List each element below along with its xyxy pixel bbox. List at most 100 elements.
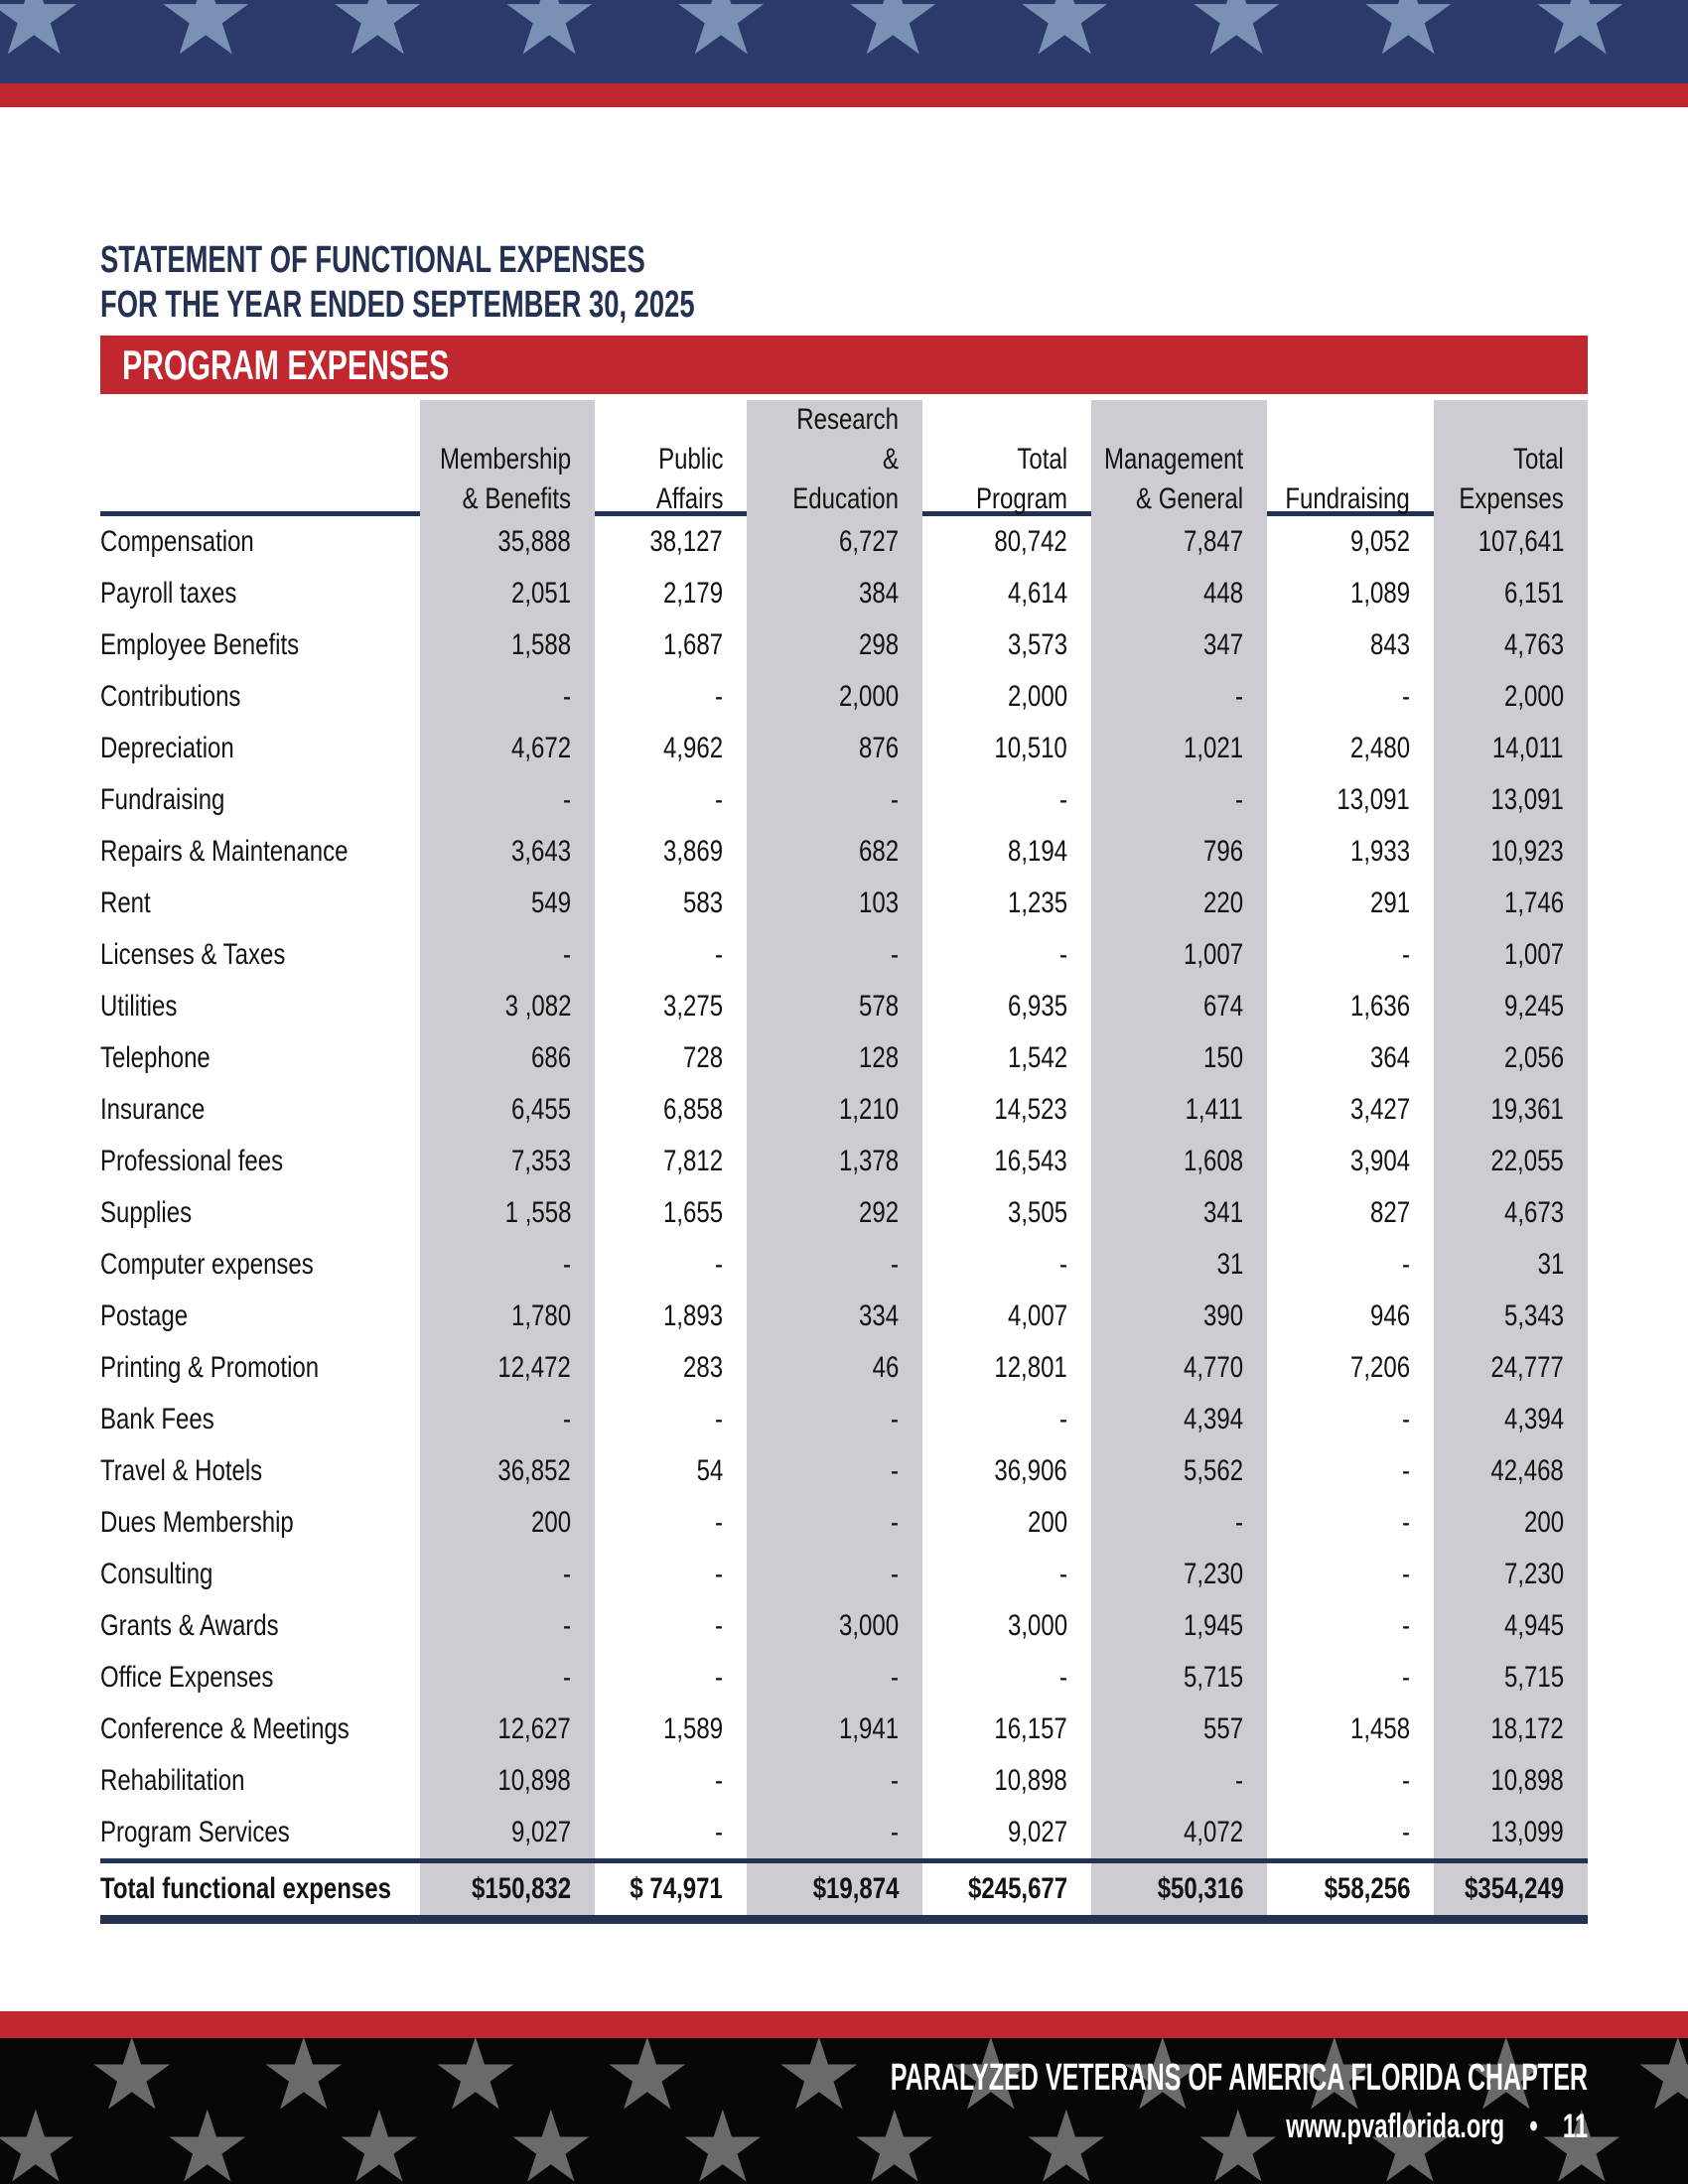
cell-value: - bbox=[420, 1394, 595, 1445]
cell-value: 13,099 bbox=[1434, 1807, 1588, 1858]
cell-value: 6,858 bbox=[595, 1084, 747, 1136]
cell-value-text: 1,608 bbox=[1184, 1145, 1243, 1178]
star-icon: ★ bbox=[1530, 0, 1629, 71]
cell-value: 31 bbox=[1434, 1239, 1588, 1291]
cell-value: 107,641 bbox=[1434, 516, 1588, 568]
star-icon: ★ bbox=[671, 0, 771, 71]
column-header-text: Research & Education bbox=[777, 400, 899, 519]
cell-value-text: 1,589 bbox=[663, 1712, 723, 1746]
cell-value: 200 bbox=[420, 1497, 595, 1549]
cell-value-text: - bbox=[1402, 1816, 1410, 1849]
cell-value-text: 686 bbox=[531, 1041, 571, 1075]
title-line-1-text: STATEMENT OF FUNCTIONAL EXPENSES bbox=[100, 238, 645, 283]
cell-value: 2,051 bbox=[420, 568, 595, 619]
cell-value-text: 13,099 bbox=[1491, 1816, 1564, 1849]
cell-value-text: - bbox=[563, 1558, 571, 1591]
cell-value: 36,906 bbox=[922, 1445, 1091, 1497]
row-label: Bank Fees bbox=[100, 1394, 420, 1445]
cell-value: - bbox=[1267, 1394, 1434, 1445]
cell-value-text: - bbox=[715, 1764, 723, 1798]
table-row: Bank Fees----4,394-4,394 bbox=[100, 1394, 1588, 1445]
row-label-text: Utilities bbox=[100, 990, 177, 1024]
cell-value: - bbox=[747, 774, 922, 826]
cell-value-text: - bbox=[1059, 1661, 1067, 1695]
table-row: Insurance6,4556,8581,21014,5231,4113,427… bbox=[100, 1084, 1588, 1136]
row-label: Office Expenses bbox=[100, 1652, 420, 1704]
table-row: Depreciation4,6724,96287610,5101,0212,48… bbox=[100, 723, 1588, 774]
cell-value: 946 bbox=[1267, 1291, 1434, 1342]
cell-value-text: 12,627 bbox=[498, 1712, 571, 1746]
cell-value: - bbox=[747, 1549, 922, 1600]
cell-value: 2,056 bbox=[1434, 1032, 1588, 1084]
cell-value: - bbox=[595, 671, 747, 723]
cell-value-text: - bbox=[891, 1764, 899, 1798]
cell-value-text: - bbox=[715, 1506, 723, 1540]
total-value: $ 74,971 bbox=[595, 1863, 747, 1915]
table-header-row: Membership & BenefitsPublic AffairsResea… bbox=[100, 400, 1588, 511]
total-value: $19,874 bbox=[747, 1863, 922, 1915]
cell-value: 14,011 bbox=[1434, 723, 1588, 774]
cell-value: 31 bbox=[1091, 1239, 1267, 1291]
cell-value: 150 bbox=[1091, 1032, 1267, 1084]
cell-value: 557 bbox=[1091, 1704, 1267, 1755]
cell-value: 10,898 bbox=[420, 1755, 595, 1807]
total-value-text: $245,677 bbox=[968, 1872, 1067, 1906]
cell-value-text: - bbox=[1059, 1248, 1067, 1282]
cell-value-text: 298 bbox=[859, 628, 899, 662]
row-label: Utilities bbox=[100, 981, 420, 1032]
cell-value-text: 390 bbox=[1203, 1299, 1243, 1333]
row-label: Professional fees bbox=[100, 1136, 420, 1187]
cell-value-text: 103 bbox=[859, 887, 899, 920]
cell-value: 3 ,082 bbox=[420, 981, 595, 1032]
cell-value: - bbox=[420, 671, 595, 723]
row-label-text: Program Services bbox=[100, 1816, 290, 1849]
cell-value: - bbox=[1267, 1497, 1434, 1549]
cell-value-text: 16,543 bbox=[995, 1145, 1067, 1178]
cell-value-text: - bbox=[891, 1454, 899, 1488]
cell-value: - bbox=[922, 774, 1091, 826]
cell-value-text: 292 bbox=[859, 1196, 899, 1230]
table-row: Travel & Hotels36,85254-36,9065,562-42,4… bbox=[100, 1445, 1588, 1497]
cell-value-text: 291 bbox=[1370, 887, 1410, 920]
cell-value-text: 3,000 bbox=[839, 1609, 899, 1643]
cell-value: - bbox=[922, 929, 1091, 981]
cell-value-text: 200 bbox=[531, 1506, 571, 1540]
cell-value: 1,458 bbox=[1267, 1704, 1434, 1755]
red-stripe-top bbox=[0, 83, 1688, 107]
cell-value-text: 5,715 bbox=[1504, 1661, 1564, 1695]
cell-value: - bbox=[420, 1600, 595, 1652]
cell-value: 1,636 bbox=[1267, 981, 1434, 1032]
cell-value-text: 1,089 bbox=[1350, 577, 1410, 611]
row-label: Compensation bbox=[100, 516, 420, 568]
title-line-2-text: FOR THE YEAR ENDED SEPTEMBER 30, 2025 bbox=[100, 283, 695, 328]
cell-value-text: 9,027 bbox=[1008, 1816, 1067, 1849]
cell-value: - bbox=[595, 1755, 747, 1807]
table-row: Fundraising-----13,09113,091 bbox=[100, 774, 1588, 826]
cell-value: 220 bbox=[1091, 878, 1267, 929]
cell-value: 728 bbox=[595, 1032, 747, 1084]
cell-value-text: 31 bbox=[1537, 1248, 1564, 1282]
cell-value-text: 2,000 bbox=[839, 680, 899, 714]
cell-value: 3,275 bbox=[595, 981, 747, 1032]
table-row: Printing & Promotion12,4722834612,8014,7… bbox=[100, 1342, 1588, 1394]
cell-value: - bbox=[747, 1445, 922, 1497]
row-label: Telephone bbox=[100, 1032, 420, 1084]
cell-value-text: 16,157 bbox=[995, 1712, 1067, 1746]
cell-value-text: 8,194 bbox=[1008, 835, 1067, 869]
cell-value-text: - bbox=[563, 1403, 571, 1436]
cell-value: 4,072 bbox=[1091, 1807, 1267, 1858]
row-label-text: Employee Benefits bbox=[100, 628, 299, 662]
cell-value: 1,780 bbox=[420, 1291, 595, 1342]
cell-value-text: 18,172 bbox=[1491, 1712, 1564, 1746]
table-row: Telephone6867281281,5421503642,056 bbox=[100, 1032, 1588, 1084]
cell-value-text: - bbox=[715, 680, 723, 714]
column-header: Fundraising bbox=[1267, 400, 1434, 527]
row-label: Rehabilitation bbox=[100, 1755, 420, 1807]
cell-value-text: 796 bbox=[1203, 835, 1243, 869]
cell-value-text: 6,151 bbox=[1504, 577, 1564, 611]
cell-value: 876 bbox=[747, 723, 922, 774]
cell-value-text: - bbox=[715, 1558, 723, 1591]
cell-value: 3,000 bbox=[922, 1600, 1091, 1652]
cell-value-text: 3,505 bbox=[1008, 1196, 1067, 1230]
cell-value: 13,091 bbox=[1434, 774, 1588, 826]
